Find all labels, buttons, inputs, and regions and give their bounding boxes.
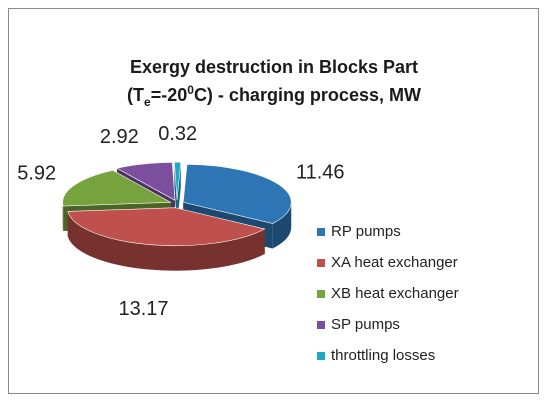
data-label: 13.17 [118,298,168,320]
legend-swatch [317,228,325,236]
legend-label: XA heat exchanger [331,254,458,271]
chart-title-line1: Exergy destruction in Blocks Part [130,57,418,77]
title-superscript: 0 [187,83,194,97]
legend: RP pumps XA heat exchanger XB heat exchang… [317,223,459,364]
legend-swatch [317,321,325,329]
pie-group [62,161,292,271]
legend-label: throttling losses [331,347,435,364]
title-subscript: e [144,95,151,109]
title-open: (T [127,85,144,105]
legend-label: XB heat exchanger [331,285,459,302]
pie-slice-side [272,202,292,249]
title-close: C) - charging process, MW [194,85,421,105]
legend-swatch [317,290,325,298]
legend-swatch [317,352,325,360]
pie-slice [116,162,176,201]
chart-svg: Exergy destruction in Blocks Part (Te=-2… [17,57,459,364]
pie-slice [62,169,172,207]
pie-slice [182,163,292,224]
pie-slice-side [67,211,265,271]
data-label: 5.92 [17,162,56,184]
data-label: 11.46 [296,161,345,183]
pie-slice-side [62,202,64,232]
chart-title-line2: (Te=-200C) - charging process, MW [127,83,421,109]
chart-area: Exergy destruction in Blocks Part (Te=-2… [8,8,539,394]
pie-slice [174,161,182,201]
legend-label: RP pumps [331,223,401,240]
pie-slice [67,207,266,247]
data-label: 0.32 [158,123,197,145]
data-labels: 11.46 13.17 5.92 2.92 0.32 [17,123,344,320]
legend-label: SP pumps [331,316,400,333]
data-label: 2.92 [100,126,139,148]
legend-swatch [317,259,325,267]
title-mid: =-20 [151,85,188,105]
